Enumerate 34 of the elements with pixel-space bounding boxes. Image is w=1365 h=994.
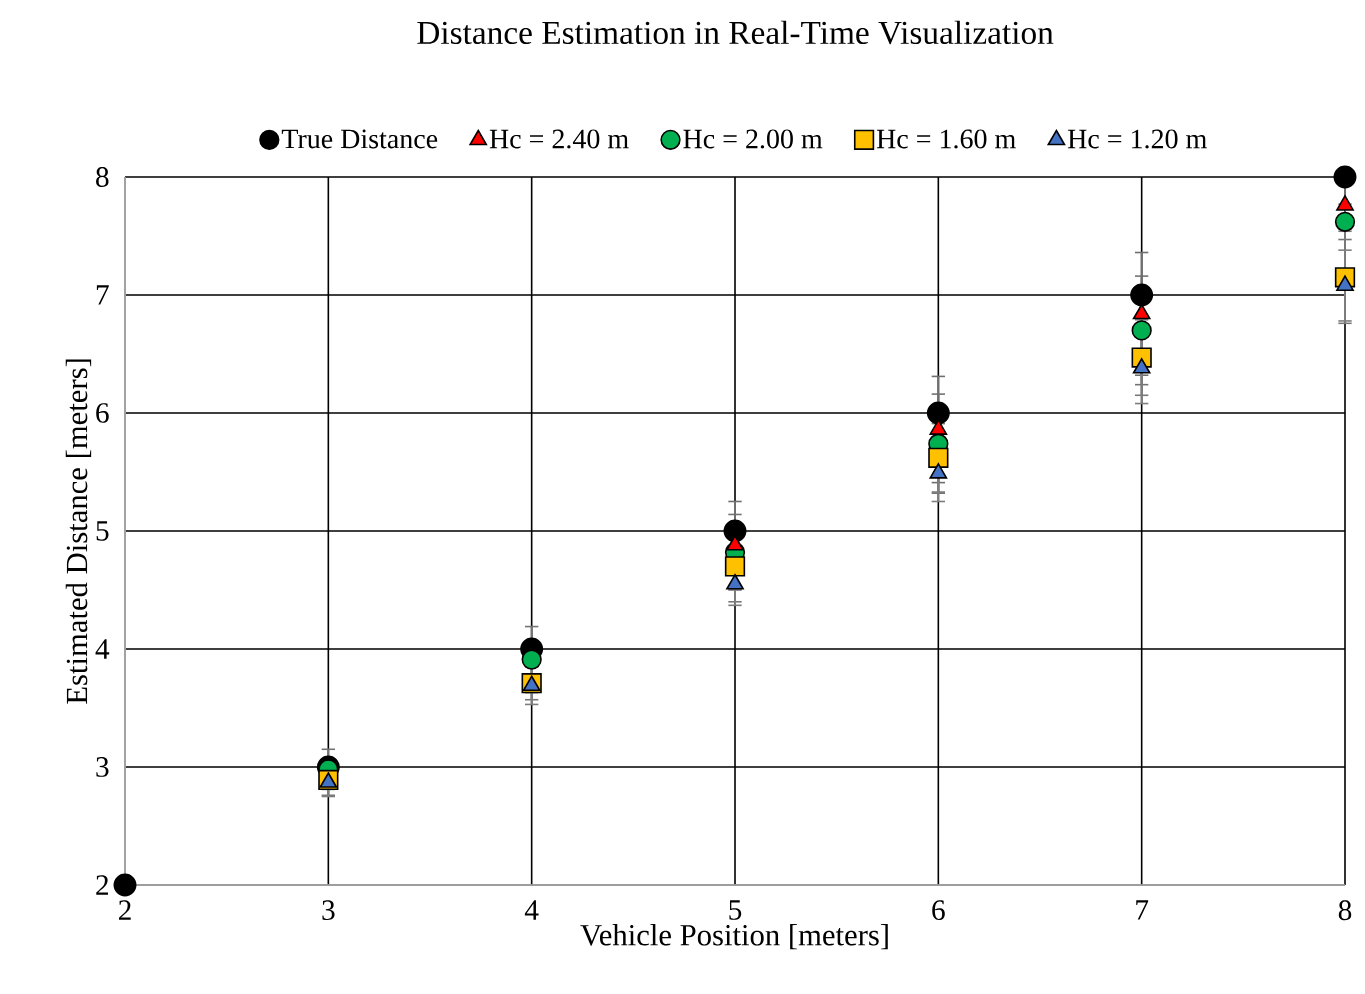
x-tick-label: 5 xyxy=(729,900,742,920)
point xyxy=(928,447,949,468)
y-tick-label: 6 xyxy=(96,403,109,423)
point xyxy=(929,419,948,435)
y-tick-label: 2 xyxy=(96,875,109,895)
x-tick-label: 8 xyxy=(1338,900,1352,921)
x-tick-label: 4 xyxy=(524,900,539,920)
point xyxy=(1131,320,1152,341)
point xyxy=(723,519,747,543)
y-axis-title: Estimated Distance [meters] xyxy=(65,359,92,704)
legend-label: Hc = 2.40 m xyxy=(489,129,629,149)
chart-title: Distance Estimation in Real-Time Visualization xyxy=(417,20,1054,45)
y-tick-label: 7 xyxy=(96,285,109,305)
point xyxy=(926,401,950,425)
x-axis-title: Vehicle Position [meters] xyxy=(580,923,888,950)
y-tick-label: 5 xyxy=(96,521,109,541)
point xyxy=(724,556,746,577)
y-tick-label: 8 xyxy=(96,167,109,187)
legend-label: Hc = 1.60 m xyxy=(876,129,1016,149)
point xyxy=(521,649,542,670)
x-tick-label: 2 xyxy=(118,900,131,920)
point xyxy=(1132,358,1151,374)
point xyxy=(1130,283,1154,307)
point xyxy=(113,873,137,897)
legend-label: True Distance xyxy=(281,129,438,149)
x-tick-label: 7 xyxy=(1136,900,1149,920)
point xyxy=(726,535,744,551)
legend-label: Hc = 1.20 m xyxy=(1067,129,1207,149)
point xyxy=(929,463,948,479)
legend-label: Hc = 2.00 m xyxy=(683,129,823,149)
x-tick-label: 3 xyxy=(322,900,335,921)
y-tick-label: 4 xyxy=(95,639,110,659)
x-tick-label: 6 xyxy=(932,900,945,921)
y-tick-label: 3 xyxy=(96,757,109,777)
